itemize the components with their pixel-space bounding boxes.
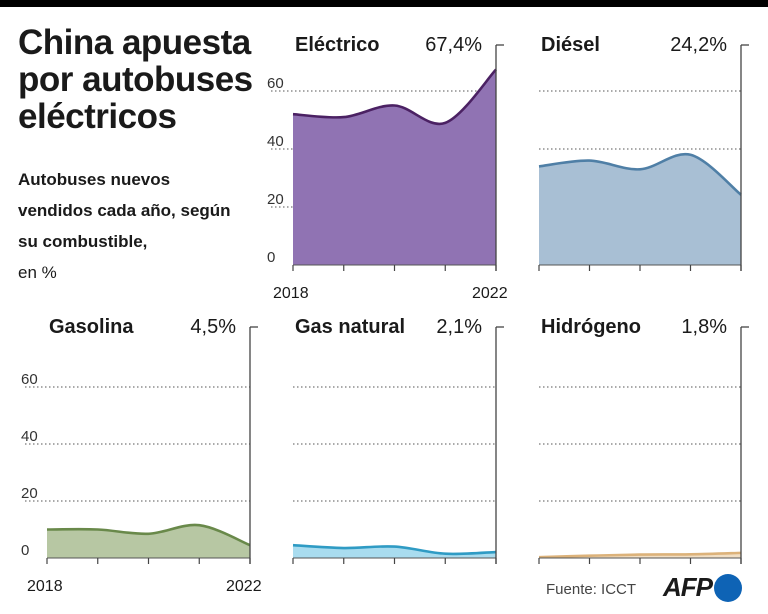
area-electrico [293,69,496,265]
series-value-label: 67,4% [425,34,482,56]
series-name: Hidrógeno [541,316,641,338]
series-value-label: 2,1% [436,316,482,338]
x-tick-label: 2018 [273,285,309,302]
logo-dot [714,573,742,602]
series-name: Gas natural [295,316,405,338]
panel-gas-natural: Gas natural 2,1% [292,316,504,564]
x-tick-label: 2022 [226,578,262,595]
y-tick-label: 40 [21,428,38,445]
x-tick-label: 2022 [472,285,508,302]
panel-diesel: Diésel 24,2% [538,34,749,271]
y-tick-label: 20 [21,485,38,502]
y-tick-label: 60 [21,371,38,388]
y-tick-label: 60 [267,75,284,92]
source-note: Fuente: ICCT [546,581,637,598]
series-name: Eléctrico [295,34,379,56]
y-tick-label: 20 [267,191,284,208]
line-diesel [538,152,742,196]
x-tick-label: 2018 [27,578,63,595]
y-tick-label: 0 [267,249,275,266]
panel-electrico: 0 20 40 60 2018 2022 Eléctrico 67,4% [267,34,508,302]
series-name: Diésel [541,34,600,56]
area-gasolina [47,524,250,558]
logo-text: AFP [663,572,713,602]
afp-logo: AFP [663,572,742,603]
page-title: China apuesta por autobuses eléctricos [18,23,253,136]
top-bar [0,0,768,7]
subtitle-unit: en % [18,263,57,282]
series-value-label: 4,5% [190,316,236,338]
line-hidrogeno [538,551,742,559]
line-gas-natural [292,543,497,556]
panel-hidrogeno: Hidrógeno 1,8% [538,316,749,564]
page-subtitle: Autobuses nuevos vendidos cada año, segú… [18,164,238,288]
series-name: Gasolina [49,316,134,338]
y-tick-label: 0 [21,542,29,559]
area-diesel [539,154,741,265]
line-electrico [292,68,497,126]
panel-gasolina: 0 20 40 60 2018 2022 Gasolina 4,5% [21,316,262,595]
series-value-label: 24,2% [670,34,727,56]
y-tick-label: 40 [267,133,284,150]
line-gasolina [46,523,251,547]
series-value-label: 1,8% [681,316,727,338]
subtitle-text: Autobuses nuevos vendidos cada año, segú… [18,170,231,251]
